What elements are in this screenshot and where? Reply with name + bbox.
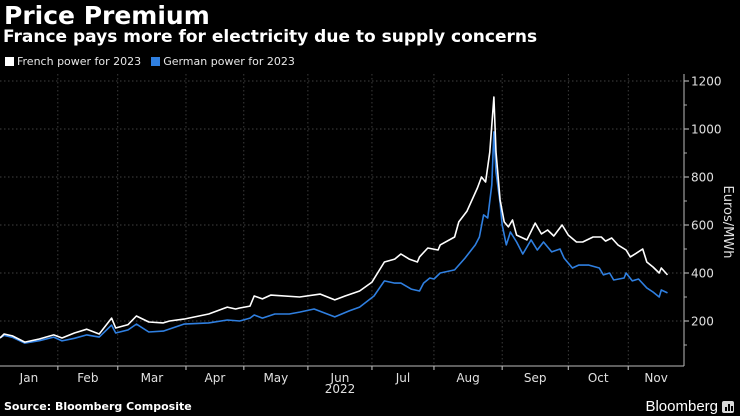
x-tick-label: Apr [205, 371, 226, 385]
legend: French power for 2023 German power for 2… [5, 55, 295, 68]
x-axis-year-label: 2022 [325, 382, 356, 396]
legend-label-german: German power for 2023 [163, 55, 295, 68]
legend-item-french: French power for 2023 [5, 55, 141, 68]
legend-label-french: French power for 2023 [17, 55, 142, 68]
axes: 200 400 600 800 1000 1200 Jan Feb Mar Apr May Jun Ju… [0, 74, 722, 385]
y-tick-label: 400 [691, 267, 714, 281]
x-tick-label: Nov [644, 371, 667, 385]
bloomberg-logo-icon [722, 401, 734, 413]
x-tick-label: Sep [524, 371, 547, 385]
legend-swatch-french [5, 57, 14, 66]
bloomberg-brand: Bloomberg [645, 398, 718, 415]
y-tick-label: 800 [691, 171, 714, 185]
series-line-french [0, 96, 669, 343]
y-tick-label: 600 [691, 219, 714, 233]
y-tick-label: 1200 [691, 75, 722, 89]
gridlines [0, 74, 684, 366]
chart-subtitle: France pays more for electricity due to … [3, 27, 538, 47]
legend-swatch-german [151, 57, 161, 66]
source-note: Source: Bloomberg Composite [4, 400, 192, 413]
x-tick-label: Mar [141, 371, 164, 385]
series-line-german [0, 131, 668, 344]
x-tick-label: Feb [77, 371, 98, 385]
x-tick-label: Jan [19, 371, 39, 385]
chart-title: Price Premium [4, 1, 210, 30]
x-tick-label: Jun [330, 371, 350, 385]
x-tick-label: Jul [395, 371, 410, 385]
y-tick-label: 1000 [691, 123, 722, 137]
y-tick-label: 200 [691, 315, 714, 329]
legend-item-german: German power for 2023 [151, 55, 295, 68]
y-axis-label: Euros/MWh [720, 186, 735, 259]
x-tick-label: Oct [588, 371, 609, 385]
x-tick-label: May [263, 371, 288, 385]
series-lines [0, 96, 669, 344]
x-tick-label: Aug [456, 371, 479, 385]
